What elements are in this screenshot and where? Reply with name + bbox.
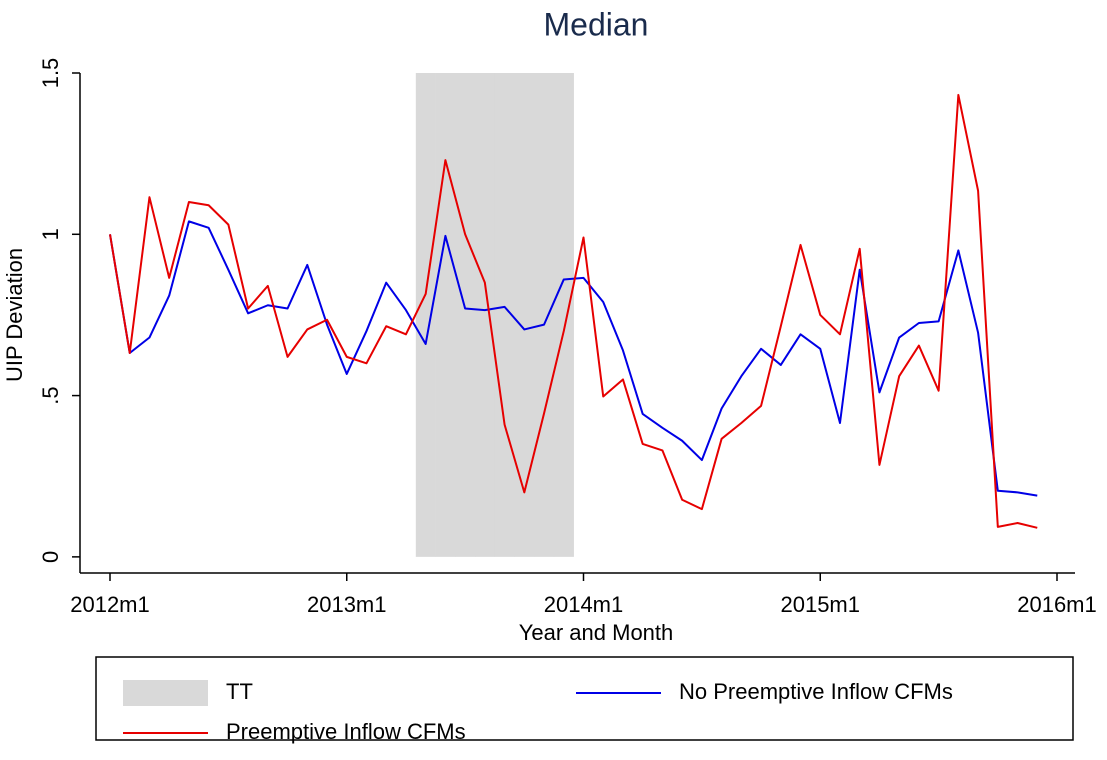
legend-label: No Preemptive Inflow CFMs bbox=[679, 679, 953, 704]
legend-label: Preemptive Inflow CFMs bbox=[226, 719, 466, 744]
y-tick-label: .5 bbox=[38, 386, 63, 404]
legend-label: TT bbox=[226, 679, 253, 704]
x-tick-label: 2013m1 bbox=[307, 592, 387, 617]
y-tick-label: 1 bbox=[38, 228, 63, 240]
x-tick-label: 2016m1 bbox=[1017, 592, 1097, 617]
x-tick-label: 2015m1 bbox=[780, 592, 860, 617]
x-axis-label: Year and Month bbox=[519, 620, 674, 645]
shaded-bar bbox=[415, 73, 436, 557]
shaded-bar bbox=[455, 73, 476, 557]
chart-title: Median bbox=[544, 6, 649, 42]
shaded-bar bbox=[553, 73, 574, 557]
shaded-bar bbox=[494, 73, 515, 557]
y-tick-label: 0 bbox=[38, 551, 63, 563]
shaded-bar bbox=[514, 73, 535, 557]
data-line bbox=[109, 220, 1038, 497]
x-tick-label: 2014m1 bbox=[544, 592, 624, 617]
y-tick-label: 1.5 bbox=[38, 58, 63, 89]
shaded-bar bbox=[435, 73, 456, 557]
shaded-bar bbox=[534, 73, 555, 557]
shaded-bar bbox=[474, 73, 496, 557]
y-axis-label: UIP Deviation bbox=[2, 248, 27, 382]
data-line bbox=[109, 93, 1038, 529]
legend-box bbox=[95, 656, 1074, 741]
legend-swatch bbox=[123, 680, 208, 706]
x-tick-label: 2012m1 bbox=[70, 592, 150, 617]
